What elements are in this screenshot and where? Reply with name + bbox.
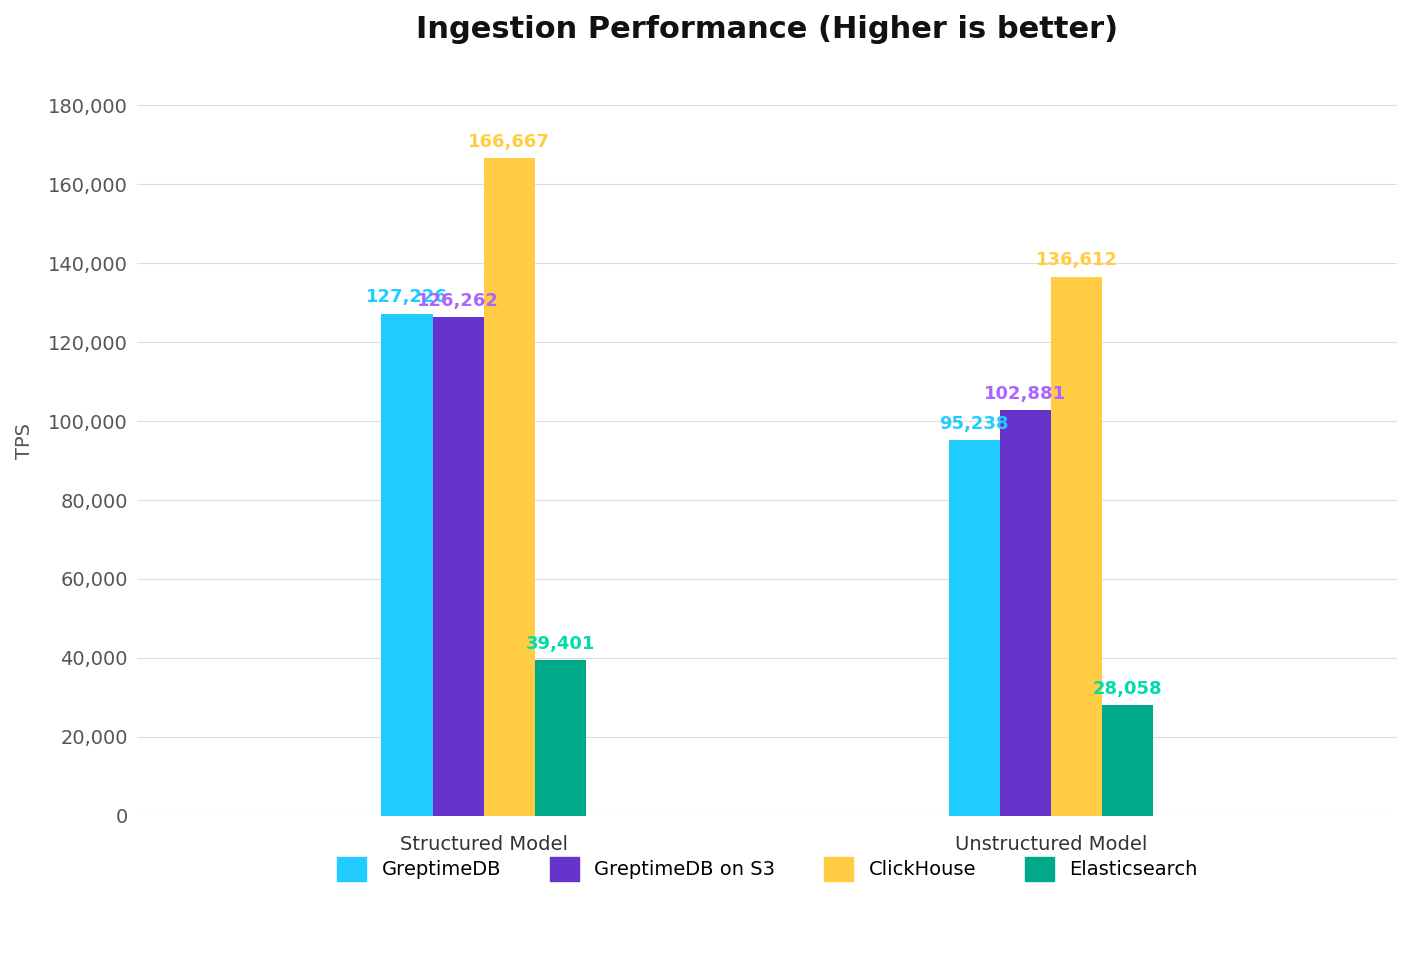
Y-axis label: TPS: TPS [16,422,34,459]
Legend: GreptimeDB, GreptimeDB on S3, ClickHouse, Elasticsearch: GreptimeDB, GreptimeDB on S3, ClickHouse… [329,850,1206,889]
Text: 136,612: 136,612 [1035,252,1117,270]
Text: 28,058: 28,058 [1093,680,1162,698]
Text: 102,881: 102,881 [984,385,1066,402]
Bar [1051,276,1101,816]
Bar [432,318,483,816]
Text: 127,226: 127,226 [366,288,448,306]
Bar [949,440,1000,816]
Text: 39,401: 39,401 [525,636,594,653]
Bar [1101,705,1154,816]
Text: 166,667: 166,667 [469,132,551,151]
Text: 126,262: 126,262 [417,292,498,310]
Title: Ingestion Performance (Higher is better): Ingestion Performance (Higher is better) [417,15,1118,44]
Text: 95,238: 95,238 [939,415,1010,433]
Bar [535,660,586,816]
Bar [1000,410,1051,816]
Bar [483,157,535,816]
Bar [381,314,432,816]
